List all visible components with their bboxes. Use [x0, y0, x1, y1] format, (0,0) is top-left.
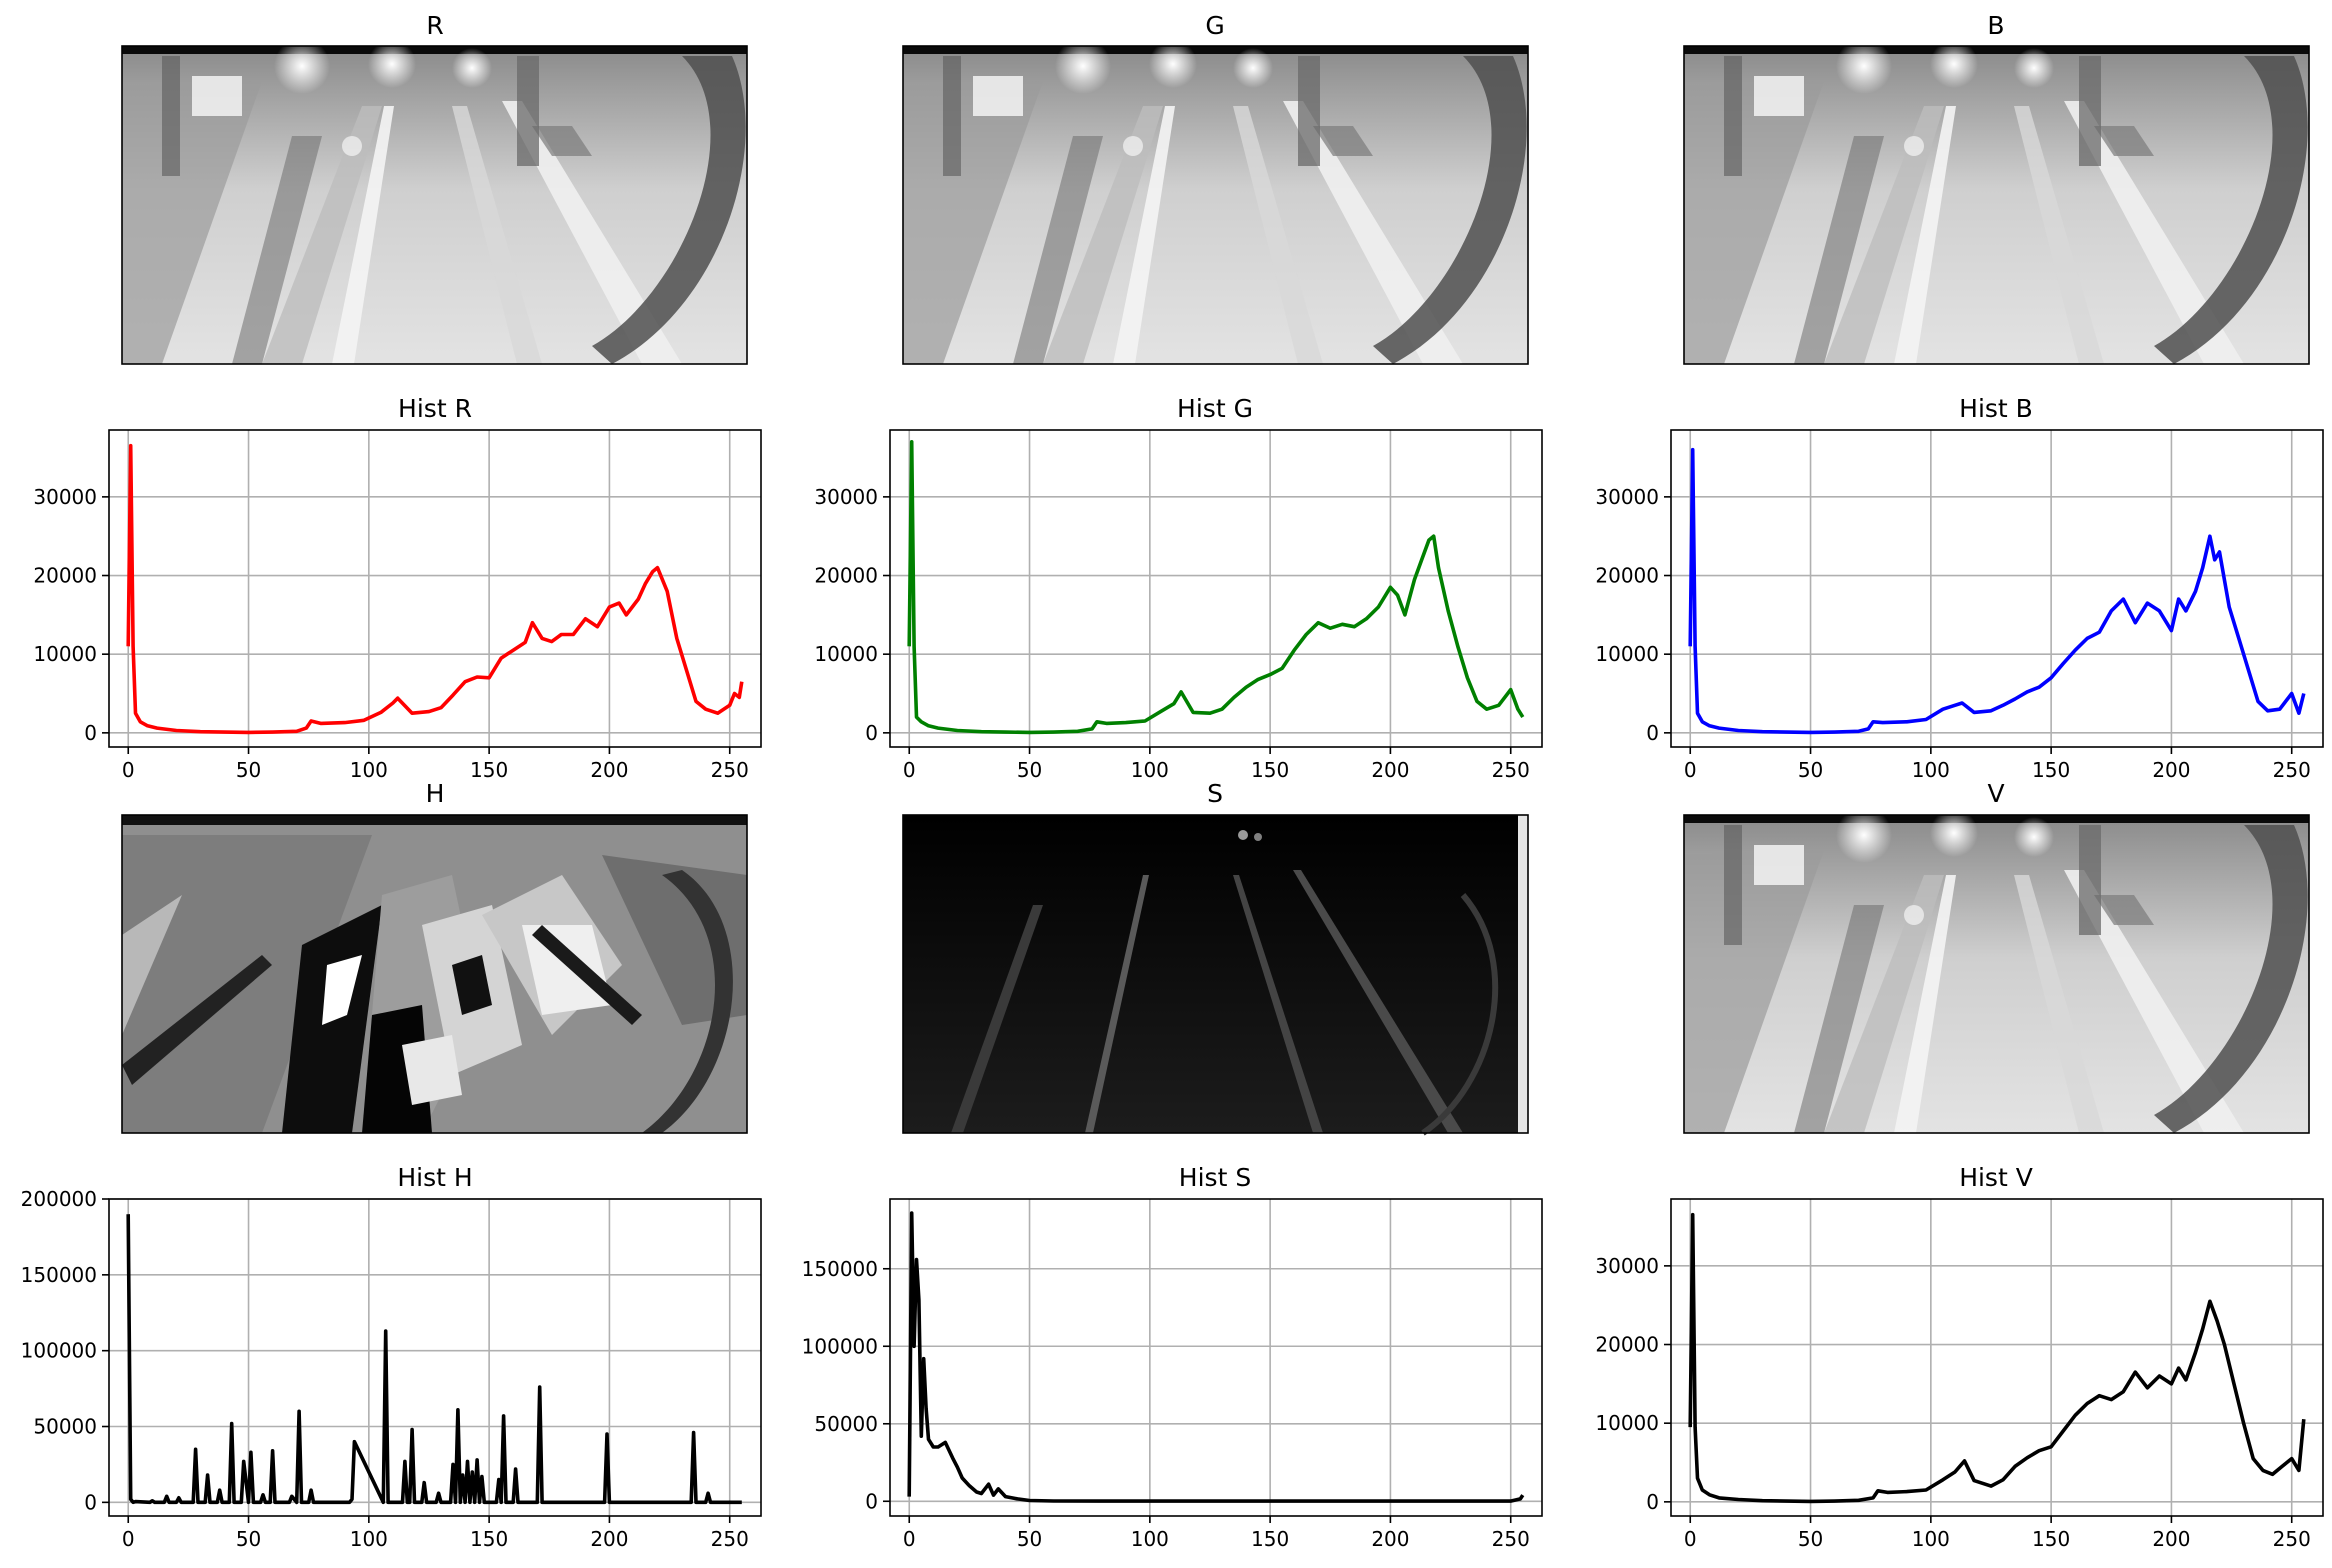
- image-r: [121, 38, 748, 365]
- title-hist-v: Hist V: [1959, 1163, 2033, 1192]
- axes-frame: [1670, 429, 2324, 748]
- image-s: [902, 814, 1529, 1136]
- image-h: [121, 814, 748, 1134]
- hist-axes-4: 0 50 100 150 200 250 0 50000 100000 150000 200000: [21, 1187, 762, 1551]
- y-tick-label: 200000: [21, 1187, 97, 1211]
- title-r: R: [426, 11, 443, 40]
- x-tick-label: 0: [903, 758, 916, 782]
- series-line: [126, 1214, 742, 1505]
- y-tick-label: 0: [84, 1490, 97, 1514]
- x-tick-label: 250: [1492, 1527, 1530, 1551]
- y-tick-label: 10000: [1595, 642, 1659, 666]
- series-line: [1688, 447, 2306, 735]
- x-tick-label: 250: [711, 1527, 749, 1551]
- x-tick-label: 100: [1912, 1527, 1950, 1551]
- x-tick-label: 50: [1798, 758, 1823, 782]
- hist-axes-5: 0 50 100 150 200 250 0 50000 100000 150000: [802, 1198, 1543, 1551]
- image-g: [902, 38, 1529, 365]
- image-v: [1683, 807, 2310, 1134]
- y-tick-label: 10000: [33, 642, 97, 666]
- x-tick-label: 200: [590, 758, 628, 782]
- y-tick-label: 30000: [1595, 1254, 1659, 1278]
- title-v: V: [1987, 779, 2004, 808]
- series-line: [907, 1211, 1525, 1503]
- title-b: B: [1987, 11, 2004, 40]
- image-b: [1683, 38, 2310, 365]
- y-tick-label: 100000: [21, 1339, 97, 1363]
- y-tick-label: 150000: [21, 1263, 97, 1287]
- x-tick-label: 250: [711, 758, 749, 782]
- x-tick-label: 250: [1492, 758, 1530, 782]
- title-hist-g: Hist G: [1177, 394, 1253, 423]
- y-tick-label: 0: [1646, 1490, 1659, 1514]
- title-hist-b: Hist B: [1959, 394, 2033, 423]
- y-tick-label: 0: [84, 721, 97, 745]
- x-tick-label: 0: [122, 758, 135, 782]
- x-tick-label: 50: [1017, 758, 1042, 782]
- y-tick-label: 30000: [33, 485, 97, 509]
- x-tick-label: 100: [1131, 1527, 1169, 1551]
- y-tick-label: 100000: [802, 1334, 878, 1358]
- x-tick-label: 50: [1798, 1527, 1823, 1551]
- y-tick-label: 150000: [802, 1257, 878, 1281]
- y-tick-label: 20000: [1595, 1333, 1659, 1357]
- axes-frame: [889, 1198, 1543, 1517]
- y-tick-label: 0: [1646, 721, 1659, 745]
- title-hist-r: Hist R: [398, 394, 472, 423]
- title-hist-s: Hist S: [1179, 1163, 1251, 1192]
- x-tick-label: 50: [236, 1527, 261, 1551]
- x-tick-label: 100: [1912, 758, 1950, 782]
- series-line: [126, 443, 744, 735]
- x-tick-label: 150: [1251, 758, 1289, 782]
- y-tick-label: 20000: [33, 564, 97, 588]
- axes-frame: [108, 429, 762, 748]
- y-tick-label: 30000: [814, 485, 878, 509]
- title-hist-h: Hist H: [397, 1163, 472, 1192]
- x-tick-label: 50: [1017, 1527, 1042, 1551]
- y-tick-label: 10000: [1595, 1411, 1659, 1435]
- axes-frame: [108, 1198, 762, 1517]
- x-tick-label: 100: [350, 758, 388, 782]
- x-tick-label: 200: [590, 1527, 628, 1551]
- x-tick-label: 0: [903, 1527, 916, 1551]
- hist-axes-3: 0 50 100 150 200 250 0 10000 20000 30000: [1595, 429, 2324, 782]
- y-tick-label: 20000: [814, 564, 878, 588]
- x-tick-label: 0: [1684, 758, 1697, 782]
- hist-axes-2: 0 50 100 150 200 250 0 10000 20000 30000: [814, 429, 1543, 782]
- title-h: H: [426, 779, 445, 808]
- x-tick-label: 150: [2032, 758, 2070, 782]
- x-tick-label: 100: [350, 1527, 388, 1551]
- y-tick-label: 0: [865, 721, 878, 745]
- y-tick-label: 50000: [33, 1415, 97, 1439]
- title-g: G: [1205, 11, 1224, 40]
- x-tick-label: 0: [122, 1527, 135, 1551]
- y-tick-label: 10000: [814, 642, 878, 666]
- title-s: S: [1207, 779, 1223, 808]
- x-tick-label: 150: [470, 758, 508, 782]
- x-tick-label: 50: [236, 758, 261, 782]
- y-tick-label: 20000: [1595, 564, 1659, 588]
- hist-axes-6: 0 50 100 150 200 250 0 10000 20000 30000: [1595, 1198, 2324, 1551]
- x-tick-label: 100: [1131, 758, 1169, 782]
- x-tick-label: 250: [2273, 758, 2311, 782]
- axes-frame: [889, 429, 1543, 748]
- x-tick-label: 200: [2152, 1527, 2190, 1551]
- x-tick-label: 0: [1684, 1527, 1697, 1551]
- hist-axes-1: 0 50 100 150 200 250 0 10000 20000 30000: [33, 429, 762, 782]
- x-tick-label: 150: [2032, 1527, 2070, 1551]
- y-tick-label: 30000: [1595, 485, 1659, 509]
- y-tick-label: 0: [865, 1489, 878, 1513]
- x-tick-label: 150: [470, 1527, 508, 1551]
- x-tick-label: 200: [1371, 758, 1409, 782]
- x-tick-label: 150: [1251, 1527, 1289, 1551]
- x-tick-label: 250: [2273, 1527, 2311, 1551]
- series-line: [1688, 1212, 2306, 1504]
- x-tick-label: 200: [2152, 758, 2190, 782]
- axes-frame: [1670, 1198, 2324, 1517]
- series-line: [907, 439, 1525, 735]
- x-tick-label: 200: [1371, 1527, 1409, 1551]
- y-tick-label: 50000: [814, 1412, 878, 1436]
